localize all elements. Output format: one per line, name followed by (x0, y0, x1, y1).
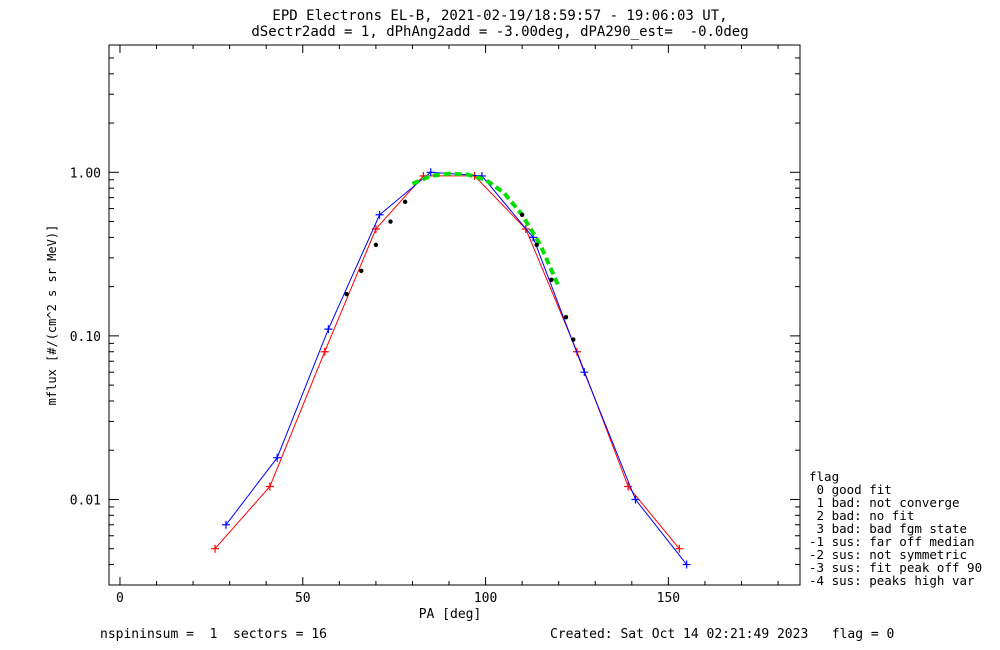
fit-curve-green (411, 171, 561, 288)
fit-point (359, 268, 364, 273)
footer-spin-info: nspininsum = 1 sectors = 16 (100, 627, 327, 642)
fit-point (519, 212, 525, 217)
flag-legend: flag 0 good fit 1 bad: not converge 2 ba… (809, 470, 982, 587)
x-tick-label: 0 (116, 591, 124, 606)
data-point-marker (320, 347, 329, 356)
y-tick-label: 0.01 (70, 493, 101, 508)
chart-title-line2: dSectr2add = 1, dPhAng2add = -3.00deg, d… (251, 24, 749, 40)
plot-frame (108, 44, 801, 586)
fit-point (549, 277, 554, 283)
data-point-marker (675, 544, 684, 553)
fit-point (373, 242, 379, 248)
x-tick-label: 50 (295, 591, 311, 606)
series-blue (221, 168, 691, 569)
y-axis-label: mflux [#/(cm^2 s sr MeV)] (45, 225, 59, 406)
fit-points-black (344, 199, 576, 342)
footer-created-flag: Created: Sat Oct 14 02:21:49 2023 flag =… (550, 627, 895, 642)
fit-layer (344, 171, 576, 342)
data-point-marker (580, 368, 589, 377)
fit-point (388, 219, 393, 224)
data-point-marker (624, 482, 633, 491)
y-tick-label: 1.00 (70, 166, 101, 181)
legend-item: 0 good fit (809, 482, 892, 497)
series-red (211, 171, 684, 553)
fit-point (402, 199, 408, 205)
chart-title-line1: EPD Electrons EL-B, 2021-02-19/18:59:57 … (272, 8, 728, 24)
legend-item: -1 sus: far off median (809, 534, 975, 549)
legend-item: -2 sus: not symmetric (809, 547, 968, 562)
x-tick-label: 100 (474, 591, 497, 606)
fit-point (344, 291, 349, 297)
series-line (225, 171, 688, 565)
x-axis-label: PA [deg] (419, 607, 482, 622)
legend-title: flag (809, 469, 840, 484)
trace-layer (211, 168, 691, 569)
data-point-marker (426, 168, 435, 177)
x-tick-label: 150 (657, 591, 680, 606)
fit-point (571, 337, 576, 342)
data-point-marker (265, 482, 274, 491)
y-tick-label: 0.10 (70, 330, 101, 345)
legend-item: -3 sus: fit peak off 90 (809, 560, 983, 575)
data-point-marker (211, 544, 220, 553)
legend-item: 3 bad: bad fgm state (809, 521, 968, 536)
fit-point (534, 242, 539, 248)
legend-item: 1 bad: not converge (809, 495, 960, 510)
fit-point (563, 315, 569, 320)
legend-item: -4 sus: peaks high var (809, 573, 975, 588)
data-point-marker (631, 495, 640, 504)
series-line (214, 175, 680, 550)
data-point-marker (273, 453, 282, 462)
data-point-marker (221, 520, 230, 529)
data-point-marker (682, 560, 691, 569)
legend-item: 2 bad: no fit (809, 508, 915, 523)
data-point-marker (324, 325, 333, 334)
axes-layer: 0 50 100 150 0.01 0.10 1.00 (70, 44, 800, 606)
data-point-marker (375, 210, 384, 219)
